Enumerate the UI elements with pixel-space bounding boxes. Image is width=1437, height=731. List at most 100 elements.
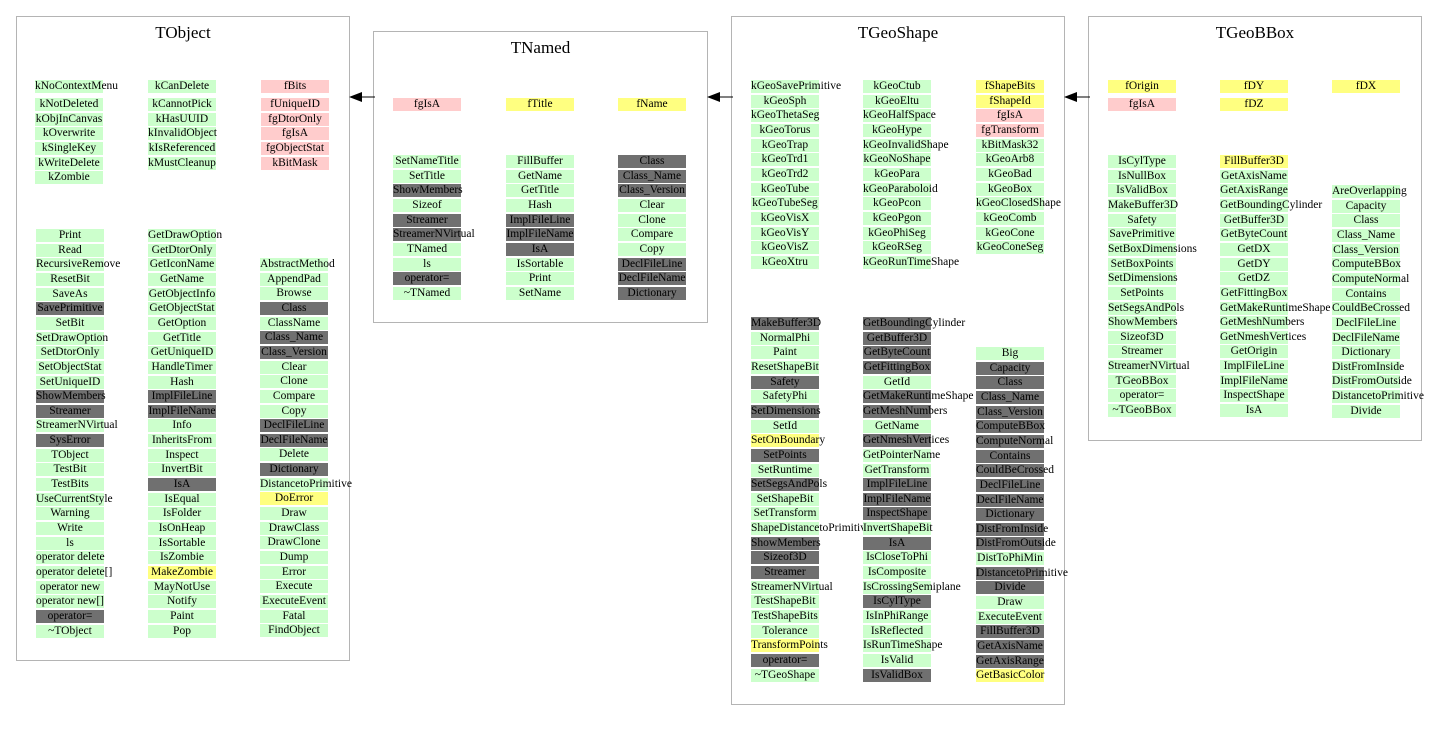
- member-divide: Divide: [976, 581, 1044, 595]
- inheritance-arrow-tgeobbox-tgeoshape: [1064, 92, 1090, 102]
- member-executeevent: ExecuteEvent: [976, 610, 1044, 624]
- inheritance-arrow-tgeoshape-tnamed: [707, 92, 733, 102]
- member-ksinglekey: kSingleKey: [35, 141, 103, 155]
- member-kgeopara: kGeoPara: [863, 167, 931, 181]
- member-fgisa: fgIsA: [261, 127, 329, 141]
- member-distancetoprimitive: DistancetoPrimitive: [976, 566, 1068, 580]
- member-kgeopgon: kGeoPgon: [863, 211, 931, 225]
- member-streamer: Streamer: [1108, 345, 1176, 359]
- member-streamernvirtual: StreamerNVirtual: [751, 580, 833, 594]
- member-distfromoutside: DistFromOutside: [976, 537, 1056, 551]
- member-appendpad: AppendPad: [260, 272, 328, 286]
- member-settitle: SetTitle: [393, 169, 461, 183]
- member-class: Class: [976, 376, 1044, 390]
- member-clear: Clear: [260, 360, 328, 374]
- member-setdimensions: SetDimensions: [1108, 272, 1178, 286]
- member-testshapebits: TestShapeBits: [751, 610, 819, 623]
- member-shapedistancetoprimitive: ShapeDistancetoPrimitive: [751, 522, 872, 536]
- class-title-tgeobbox: TGeoBBox: [1215, 23, 1295, 42]
- member-kgeopcon: kGeoPcon: [863, 197, 931, 211]
- member-declfileline: DeclFileLine: [260, 419, 328, 433]
- member-kzombie: kZombie: [35, 171, 103, 185]
- member-getboundingcylinder: GetBoundingCylinder: [863, 317, 966, 330]
- member-isvalid: IsValid: [863, 653, 931, 667]
- member-operator-delete: operator delete: [36, 551, 105, 565]
- member-funiqueid: fUniqueID: [261, 98, 329, 111]
- member-issortable: IsSortable: [506, 257, 574, 271]
- member-streamernvirtual: StreamerNVirtual: [36, 419, 118, 433]
- member-operator-new: operator new[]: [36, 595, 105, 609]
- member-isa: IsA: [148, 478, 216, 492]
- member-kgeoconeseg: kGeoConeSeg: [976, 241, 1044, 255]
- member-testbit: TestBit: [36, 463, 104, 477]
- member-paint: Paint: [751, 346, 819, 360]
- member-getbytecount: GetByteCount: [1220, 228, 1288, 242]
- member-print: Print: [506, 272, 574, 286]
- member-kmustcleanup: kMustCleanup: [148, 156, 216, 170]
- member-streamernvirtual: StreamerNVirtual: [393, 228, 475, 242]
- member-setsegsandpols: SetSegsAndPols: [751, 478, 828, 492]
- member-testshapebit: TestShapeBit: [751, 595, 819, 609]
- member-dump: Dump: [260, 551, 328, 564]
- member-distfrominside: DistFromInside: [1332, 360, 1405, 374]
- member-maynotuse: MayNotUse: [148, 580, 216, 594]
- member-recursiveremove: RecursiveRemove: [36, 258, 121, 272]
- member-handletimer: HandleTimer: [148, 360, 216, 374]
- member-setbit: SetBit: [36, 316, 104, 330]
- member-kgeocone: kGeoCone: [976, 226, 1044, 240]
- member-fgdtoronly: fgDtorOnly: [261, 112, 329, 126]
- member-contains: Contains: [1332, 287, 1400, 301]
- member-abstractmethod: AbstractMethod: [260, 258, 335, 271]
- member-operator: operator=: [393, 272, 461, 286]
- member-setname: SetName: [506, 286, 574, 300]
- member-kgeoctub: kGeoCtub: [863, 80, 931, 93]
- member-compare: Compare: [260, 389, 328, 403]
- member-kinvalidobject: kInvalidObject: [148, 127, 217, 141]
- member-forigin: fOrigin: [1108, 80, 1176, 93]
- member-capacity: Capacity: [976, 361, 1044, 375]
- member-getmakeruntimeshape: GetMakeRuntimeShape: [863, 390, 974, 404]
- member-fshapeid: fShapeId: [976, 94, 1044, 108]
- member-isa: IsA: [506, 242, 574, 256]
- member-resetbit: ResetBit: [36, 272, 104, 286]
- member-fgisa: fgIsA: [393, 98, 461, 111]
- member-kgeovisx: kGeoVisX: [751, 211, 819, 225]
- member-executeevent: ExecuteEvent: [260, 594, 328, 608]
- member-getbytecount: GetByteCount: [863, 346, 931, 360]
- member-knocontextmenu: kNoContextMenu: [35, 80, 119, 93]
- member-ls: ls: [393, 257, 461, 271]
- member-operator-new: operator new: [36, 580, 104, 594]
- member-draw: Draw: [976, 596, 1044, 610]
- member-setpoints: SetPoints: [1108, 286, 1176, 300]
- member-setonboundary: SetOnBoundary: [751, 434, 826, 448]
- member-copy: Copy: [618, 242, 686, 256]
- member-couldbecrossed: CouldBeCrossed: [1332, 302, 1410, 316]
- member-getmakeruntimeshape: GetMakeRuntimeShape: [1220, 301, 1331, 315]
- member-computenormal: ComputeNormal: [976, 434, 1054, 448]
- member-class: Class: [1332, 214, 1400, 228]
- member-fdy: fDY: [1220, 80, 1288, 93]
- member-setboxdimensions: SetBoxDimensions: [1108, 242, 1197, 256]
- member-fatal: Fatal: [260, 609, 328, 623]
- member-kgeoclosedshape: kGeoClosedShape: [976, 197, 1061, 211]
- member-fgisa: fgIsA: [1108, 98, 1176, 111]
- member-kgeothetaseg: kGeoThetaSeg: [751, 109, 820, 123]
- member-getmeshnumbers: GetMeshNumbers: [863, 404, 948, 418]
- member-streamernvirtual: StreamerNVirtual: [1108, 360, 1190, 374]
- member-invertshapebit: InvertShapeBit: [863, 522, 933, 536]
- member-kcandelete: kCanDelete: [148, 80, 216, 93]
- member-computebbox: ComputeBBox: [976, 420, 1046, 434]
- member-kgeocomb: kGeoComb: [976, 211, 1044, 225]
- member-findobject: FindObject: [260, 624, 328, 638]
- member-declfileline: DeclFileLine: [1332, 316, 1400, 330]
- member-getaxisname: GetAxisName: [1220, 169, 1288, 183]
- member-class-version: Class_Version: [618, 184, 686, 198]
- member-setpoints: SetPoints: [751, 448, 819, 462]
- member-tgeobbox: ~TGeoBBox: [1108, 404, 1176, 418]
- member-operator: operator=: [751, 653, 819, 667]
- member-class-name: Class_Name: [618, 169, 686, 183]
- member-dictionary: Dictionary: [260, 463, 328, 477]
- member-getorigin: GetOrigin: [1220, 345, 1288, 359]
- member-kobjincanvas: kObjInCanvas: [35, 112, 103, 126]
- member-draw: Draw: [260, 507, 328, 521]
